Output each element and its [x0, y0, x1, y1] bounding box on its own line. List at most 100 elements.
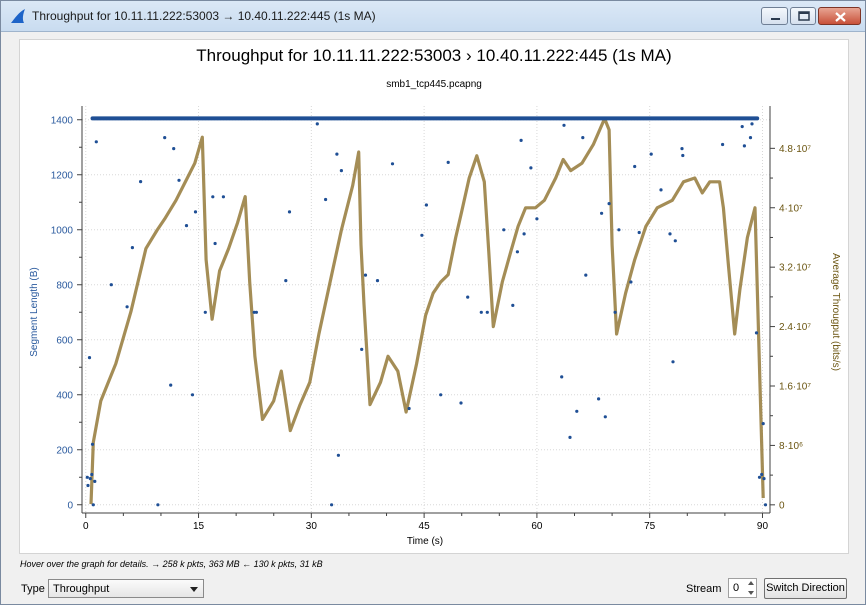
segment-point: [511, 303, 515, 307]
segment-point: [420, 233, 424, 237]
segment-point: [597, 397, 601, 401]
segment-point: [130, 246, 134, 250]
segment-point: [649, 152, 653, 156]
segment-point: [762, 477, 766, 481]
segment-point: [315, 122, 319, 126]
segment-point: [763, 503, 768, 507]
close-button[interactable]: [818, 7, 861, 25]
segment-point: [424, 203, 428, 207]
x-axis-label: Time (s): [407, 536, 443, 547]
segment-point: [336, 453, 340, 457]
segment-point: [680, 147, 684, 151]
segment-point: [617, 228, 621, 232]
spin-down-icon[interactable]: [748, 591, 754, 595]
x-tick-label: 90: [757, 521, 769, 532]
segment-point: [94, 140, 98, 144]
y-tick-label: 800: [56, 280, 73, 291]
y-tick-label: 200: [56, 445, 73, 456]
switch-direction-button[interactable]: Switch Direction: [764, 578, 847, 599]
segment-point: [439, 393, 443, 397]
segment-point: [169, 383, 173, 387]
segment-point: [109, 283, 113, 287]
x-tick-label: 0: [83, 521, 89, 532]
x-tick-label: 15: [193, 521, 205, 532]
segment-point: [90, 472, 94, 477]
axes: 0 15 30 45 60 75 90 0 200 400 600 800 1000 1200 1400 0 8…: [51, 106, 811, 532]
segment-point: [562, 123, 566, 127]
segment-point: [607, 202, 611, 206]
segment-point: [519, 138, 523, 142]
segment-point: [85, 475, 89, 479]
segment-point: [613, 310, 617, 314]
type-select[interactable]: Throughput: [48, 579, 204, 598]
y2-axis-label: Average Througput (bits/s): [830, 253, 841, 371]
segment-point: [502, 228, 506, 232]
segment-point: [671, 360, 675, 364]
segment-point: [254, 310, 258, 314]
plot-area[interactable]: Throughput for 10.11.11.222:53003 › 10.4…: [19, 39, 849, 554]
type-label: Type: [21, 583, 45, 595]
minimize-button[interactable]: [761, 7, 788, 25]
segment-point: [203, 310, 207, 314]
segment-point: [193, 210, 198, 214]
segment-point: [681, 153, 685, 158]
segment-point: [659, 188, 663, 192]
segment-point: [252, 310, 256, 314]
segment-point: [575, 409, 579, 413]
segment-point: [748, 136, 753, 140]
chevron-down-icon: [190, 587, 198, 592]
segment-point: [750, 122, 754, 126]
y2-tick-label: 0: [779, 500, 785, 511]
segment-point: [184, 224, 189, 228]
segment-point: [535, 217, 539, 221]
y2-tick-label: 2.4·10⁷: [779, 322, 811, 333]
title-bar[interactable]: Throughput for 10.11.11.222:53003 → 10.4…: [1, 1, 865, 32]
segment-point: [156, 503, 160, 507]
segment-series: [85, 116, 768, 507]
throughput-line: [89, 117, 765, 505]
segment-point: [360, 347, 364, 351]
segment-point: [390, 162, 395, 166]
status-text: Hover over the graph for details. → 258 …: [20, 559, 323, 569]
segment-point: [86, 483, 90, 488]
segment-point: [93, 479, 97, 483]
y2-tick-label: 8·10⁶: [779, 441, 803, 452]
segment-point: [87, 356, 92, 360]
segment-point: [363, 273, 368, 277]
y2-tick-label: 4.8·10⁷: [779, 144, 811, 155]
stream-spinbox[interactable]: 0: [728, 578, 757, 598]
maximize-button[interactable]: [790, 7, 816, 25]
segment-point: [479, 310, 483, 314]
y-tick-label: 600: [56, 335, 73, 346]
segment-point: [668, 232, 672, 236]
spin-up-icon[interactable]: [748, 581, 754, 585]
x-tick-label: 30: [306, 521, 318, 532]
close-icon: [835, 12, 846, 22]
throughput-chart[interactable]: 0 15 30 45 60 75 90 0 200 400 600 800 1000 1200 1400 0 8…: [20, 40, 848, 553]
stream-value: 0: [733, 582, 740, 594]
segment-point: [335, 152, 339, 156]
segment-point: [600, 211, 604, 215]
minimize-icon: [771, 18, 780, 20]
segment-point: [754, 331, 759, 335]
y-tick-label: 1200: [51, 170, 74, 181]
segment-point: [522, 232, 526, 236]
y2-tick-label: 1.6·10⁷: [779, 381, 811, 392]
segment-point: [125, 305, 129, 309]
throughput-series: [89, 117, 765, 505]
segment-point: [375, 279, 380, 283]
x-tick-label: 75: [644, 521, 656, 532]
y-tick-label: 1400: [51, 115, 74, 126]
segment-point: [90, 442, 95, 446]
x-tick-label: 60: [531, 521, 543, 532]
segment-point: [139, 180, 143, 184]
segment-point: [330, 503, 334, 507]
segment-point: [172, 147, 176, 151]
segment-point: [407, 406, 411, 411]
segment-point: [673, 239, 677, 243]
type-select-value: Throughput: [53, 583, 110, 595]
segment-point: [740, 125, 744, 129]
segment-point: [211, 195, 215, 199]
segment-point: [603, 415, 607, 419]
